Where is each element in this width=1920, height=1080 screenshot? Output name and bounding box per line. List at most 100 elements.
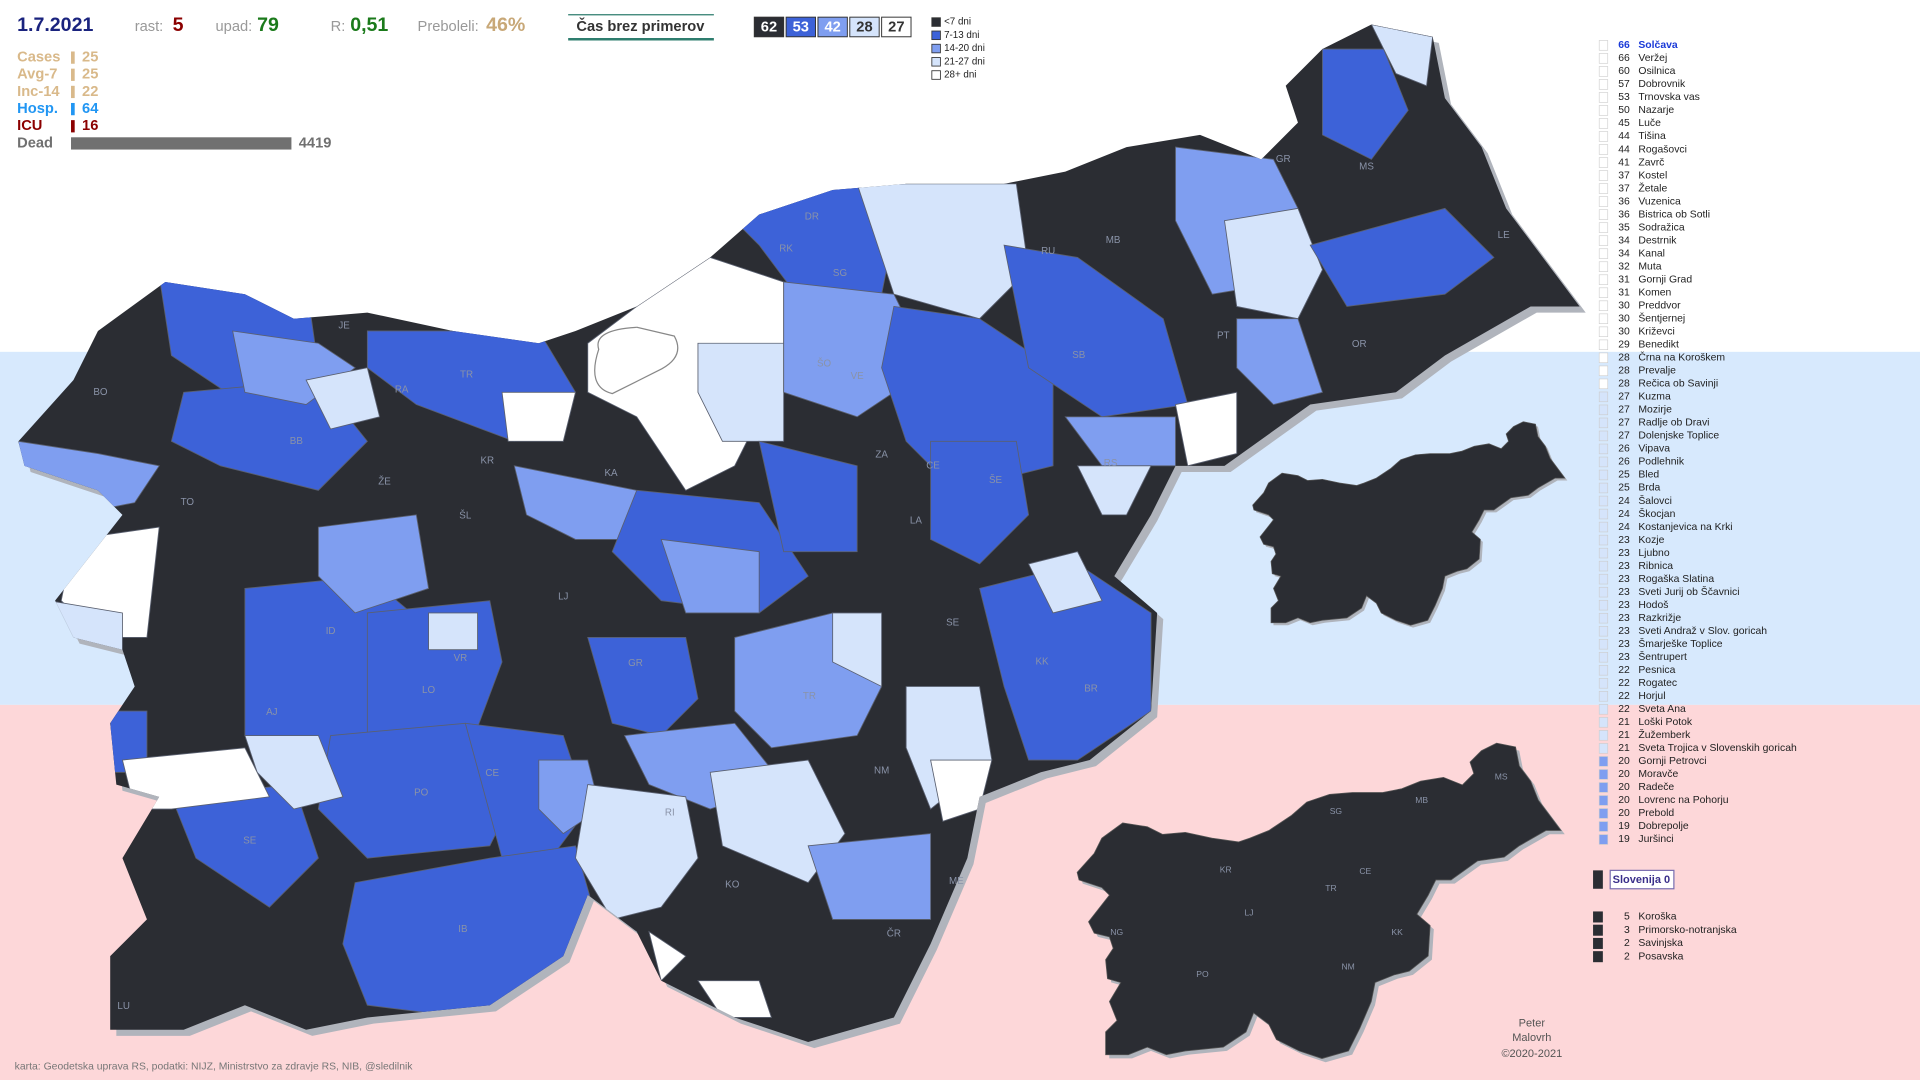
list-name: Prebold [1638,808,1674,819]
list-swatch [1598,404,1609,416]
list-swatch [1598,469,1609,481]
list-count: 28 [1618,366,1630,377]
map-label: ZA [875,449,888,460]
list-swatch [1598,612,1609,624]
list-count: 35 [1618,222,1630,233]
list-name: Žetale [1638,181,1667,194]
region-swatch [1593,924,1603,936]
legend-swatch [931,70,941,80]
list-name: Gornji Petrovci [1638,756,1706,767]
list-count: 34 [1618,235,1630,246]
list-swatch [1598,365,1609,377]
list-count: 27 [1618,431,1630,442]
list-swatch [1598,743,1609,754]
legend-swatch [931,57,941,67]
list-name: Šentrupert [1638,650,1687,663]
list-count: 24 [1618,496,1630,507]
list-name: Ljubno [1638,548,1669,559]
list-name: Radeče [1638,782,1674,793]
list-count: 22 [1618,665,1630,676]
list-count: 21 [1618,730,1630,741]
list-swatch [1598,118,1609,129]
stat-label: Cases [17,50,60,66]
list-count: 23 [1618,548,1630,559]
stat-label: Avg-7 [17,67,57,83]
map-label: NM [874,766,889,777]
stat-value: 64 [82,101,99,117]
list-swatch [1598,821,1609,832]
region-swatch [1593,937,1603,949]
legend-swatch [931,17,941,27]
list-count: 23 [1618,600,1630,611]
list-count: 23 [1618,626,1630,637]
map-label: DR [805,212,819,223]
list-swatch [1598,352,1609,364]
list-swatch [1598,209,1609,220]
list-swatch [1598,691,1609,702]
map-label: KR [1220,865,1232,875]
region-count: 5 [1624,912,1630,923]
list-swatch [1598,678,1609,689]
region-count: 2 [1624,938,1630,949]
list-swatch [1598,222,1609,233]
region-swatch [1593,951,1603,963]
list-name: Destrnik [1638,235,1677,246]
list-swatch [1598,717,1609,728]
hole [595,327,677,393]
map-label: CE [1359,866,1371,876]
list-name: Tišina [1638,131,1666,142]
list-count: 23 [1618,639,1630,650]
list-swatch [1598,313,1609,324]
list-swatch [1598,534,1609,546]
list-name: Brda [1638,483,1660,494]
period-title: Čas brez primerov [576,17,705,35]
map-label: KK [1036,657,1050,668]
map-label: RI [665,807,675,818]
country-swatch [1593,870,1603,889]
list-count: 20 [1618,808,1630,819]
list-count: 50 [1618,105,1630,116]
list-name: Vuzenica [1638,196,1681,207]
list-swatch [1598,560,1609,572]
header-value: 0,51 [350,14,388,36]
list-count: 24 [1618,522,1630,533]
map-label: LJ [558,592,568,603]
list-name: Moravče [1638,769,1678,780]
map-label: MS [1359,161,1374,172]
map-label: IB [458,924,468,935]
map-label: LJ [1244,908,1253,918]
list-name: Šmarješke Toplice [1638,637,1722,650]
list-count: 31 [1618,274,1630,285]
map-label: BO [93,387,108,398]
small-map-bottom: KR LJ TR CE SG MB MS KK NM PO NG [1076,742,1565,1063]
stat-bar [71,85,75,99]
map-label: CE [926,460,940,471]
list-name: Nazarje [1638,105,1674,116]
list-swatch [1598,183,1609,194]
list-count: 27 [1618,405,1630,416]
stat-label: Hosp. [17,101,58,117]
list-swatch [1598,157,1609,168]
list-count: 20 [1618,782,1630,793]
map-label: RS [1104,458,1118,469]
map-label: ŠE [989,475,1003,486]
map-label: ID [326,626,336,637]
map-label: TR [1325,883,1336,893]
list-count: 20 [1618,795,1630,806]
list-swatch [1598,196,1609,207]
list-swatch [1598,144,1609,155]
map-label: PO [414,788,429,799]
list-swatch [1598,795,1609,806]
period-box [753,16,785,38]
list-swatch [1598,248,1609,259]
list-name: Kostanjevica na Krki [1638,522,1732,533]
list-name: Solčava [1638,40,1678,51]
stat-label: Inc-14 [17,84,60,100]
list-swatch [1598,131,1609,142]
map-label: LE [1498,230,1510,241]
list-count: 66 [1618,40,1630,51]
map-label: MB [1415,795,1428,805]
stat-bar [71,102,75,116]
map-label: ŽE [378,476,391,487]
list-name: Rečica ob Savinji [1638,379,1718,390]
